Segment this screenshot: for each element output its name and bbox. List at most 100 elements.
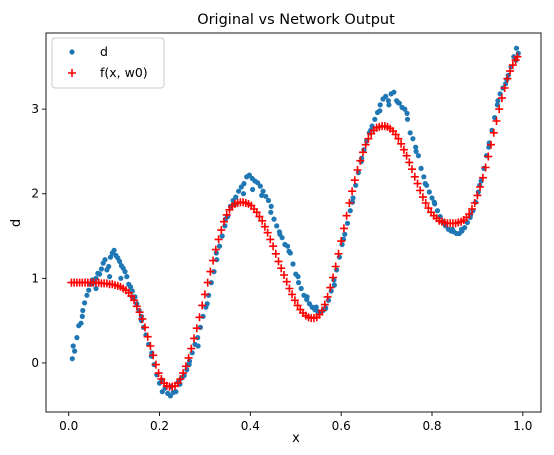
x-tick-label-3: 0.6	[332, 419, 351, 433]
point-f-103	[348, 187, 357, 196]
point-f-159	[500, 84, 509, 92]
point-d-134	[402, 106, 408, 112]
point-f-40	[176, 375, 185, 383]
point-d-21	[107, 254, 114, 260]
point-d-66	[216, 243, 223, 249]
point-f-158	[497, 94, 506, 103]
point-d-50	[173, 389, 179, 395]
point-f-152	[481, 163, 490, 172]
point-f-80	[285, 284, 294, 293]
point-f-119	[391, 130, 400, 139]
point-f-24	[132, 302, 141, 311]
x-tick-label-5: 1.0	[513, 419, 532, 433]
point-d-139	[415, 153, 421, 159]
point-f-22	[127, 292, 136, 301]
point-f-101	[342, 211, 351, 220]
point-f-96	[329, 273, 337, 282]
legend-label-f: f(x, w0)	[100, 65, 148, 80]
point-d-193	[240, 191, 247, 197]
point-f-95	[326, 283, 335, 292]
point-d-195	[259, 192, 265, 198]
point-d-208	[377, 108, 383, 114]
point-d-212	[413, 148, 419, 154]
point-d-160	[473, 199, 479, 205]
point-d-8	[84, 292, 90, 298]
point-d-62	[206, 292, 212, 298]
point-f-31	[151, 360, 160, 369]
point-f-157	[495, 105, 504, 114]
point-d-211	[404, 110, 410, 116]
y-tick-label-0: 0	[31, 356, 39, 370]
point-f-55	[217, 226, 226, 235]
y-tick-label-2: 2	[31, 187, 39, 201]
point-f-69	[255, 212, 264, 221]
point-d-111	[339, 241, 345, 248]
point-f-127	[413, 179, 422, 188]
point-d-217	[458, 226, 465, 232]
point-f-123	[402, 151, 411, 160]
point-d-214	[431, 199, 437, 205]
point-d-0	[69, 356, 75, 362]
point-d-141	[421, 174, 427, 180]
point-d-179	[107, 274, 113, 280]
point-d-1	[70, 343, 76, 349]
point-f-99	[337, 237, 346, 246]
point-d-180	[118, 275, 124, 281]
point-d-198	[286, 248, 292, 254]
point-d-138	[413, 144, 419, 150]
point-f-54	[214, 235, 223, 244]
chart-title: Original vs Network Output	[197, 12, 395, 28]
point-d-221	[495, 98, 501, 104]
y-tick-label-3: 3	[31, 102, 39, 116]
point-d-110	[336, 254, 342, 260]
point-f-146	[465, 210, 474, 218]
point-f-82	[290, 296, 299, 305]
point-d-13	[93, 275, 99, 281]
point-f-23	[130, 296, 139, 305]
point-d-178	[93, 285, 99, 292]
point-f-50	[203, 278, 212, 287]
plot-frame	[45, 32, 542, 413]
point-f-130	[421, 199, 430, 207]
point-f-148	[470, 199, 479, 207]
x-tick-label-1: 0.2	[150, 419, 169, 433]
point-d-67	[219, 233, 225, 239]
point-d-175	[513, 45, 520, 51]
point-d-95	[295, 280, 302, 286]
point-f-162	[508, 61, 517, 70]
point-f-73	[266, 235, 275, 244]
point-d-26	[117, 258, 123, 264]
point-d-200	[304, 294, 310, 300]
point-d-109	[334, 267, 340, 273]
point-d-196	[268, 209, 274, 215]
point-d-75	[241, 181, 247, 187]
point-d-205	[349, 199, 356, 205]
point-d-83	[263, 193, 269, 199]
point-f-45	[190, 334, 198, 343]
point-f-98	[334, 249, 343, 258]
point-d-130	[391, 89, 397, 95]
x-axis-label: x	[292, 431, 300, 446]
point-f-44	[187, 344, 196, 353]
point-f-33	[157, 375, 166, 383]
point-d-144	[429, 195, 435, 201]
point-d-3	[74, 335, 80, 341]
point-d-107	[328, 288, 334, 294]
point-f-39	[173, 379, 182, 388]
legend: d f(x, w0)	[51, 37, 165, 89]
point-d-16	[98, 266, 104, 272]
point-d-140	[418, 165, 424, 171]
point-d-213	[422, 181, 428, 187]
point-d-209	[386, 102, 392, 108]
plot-points	[67, 45, 522, 399]
point-f-149	[473, 191, 482, 200]
point-f-122	[399, 145, 408, 154]
point-f-161	[506, 67, 515, 76]
point-d-203	[331, 282, 337, 288]
legend-box	[51, 37, 165, 89]
point-f-108	[361, 140, 370, 149]
point-d-216	[449, 226, 455, 232]
point-d-59	[197, 324, 203, 330]
point-d-20	[106, 263, 112, 270]
